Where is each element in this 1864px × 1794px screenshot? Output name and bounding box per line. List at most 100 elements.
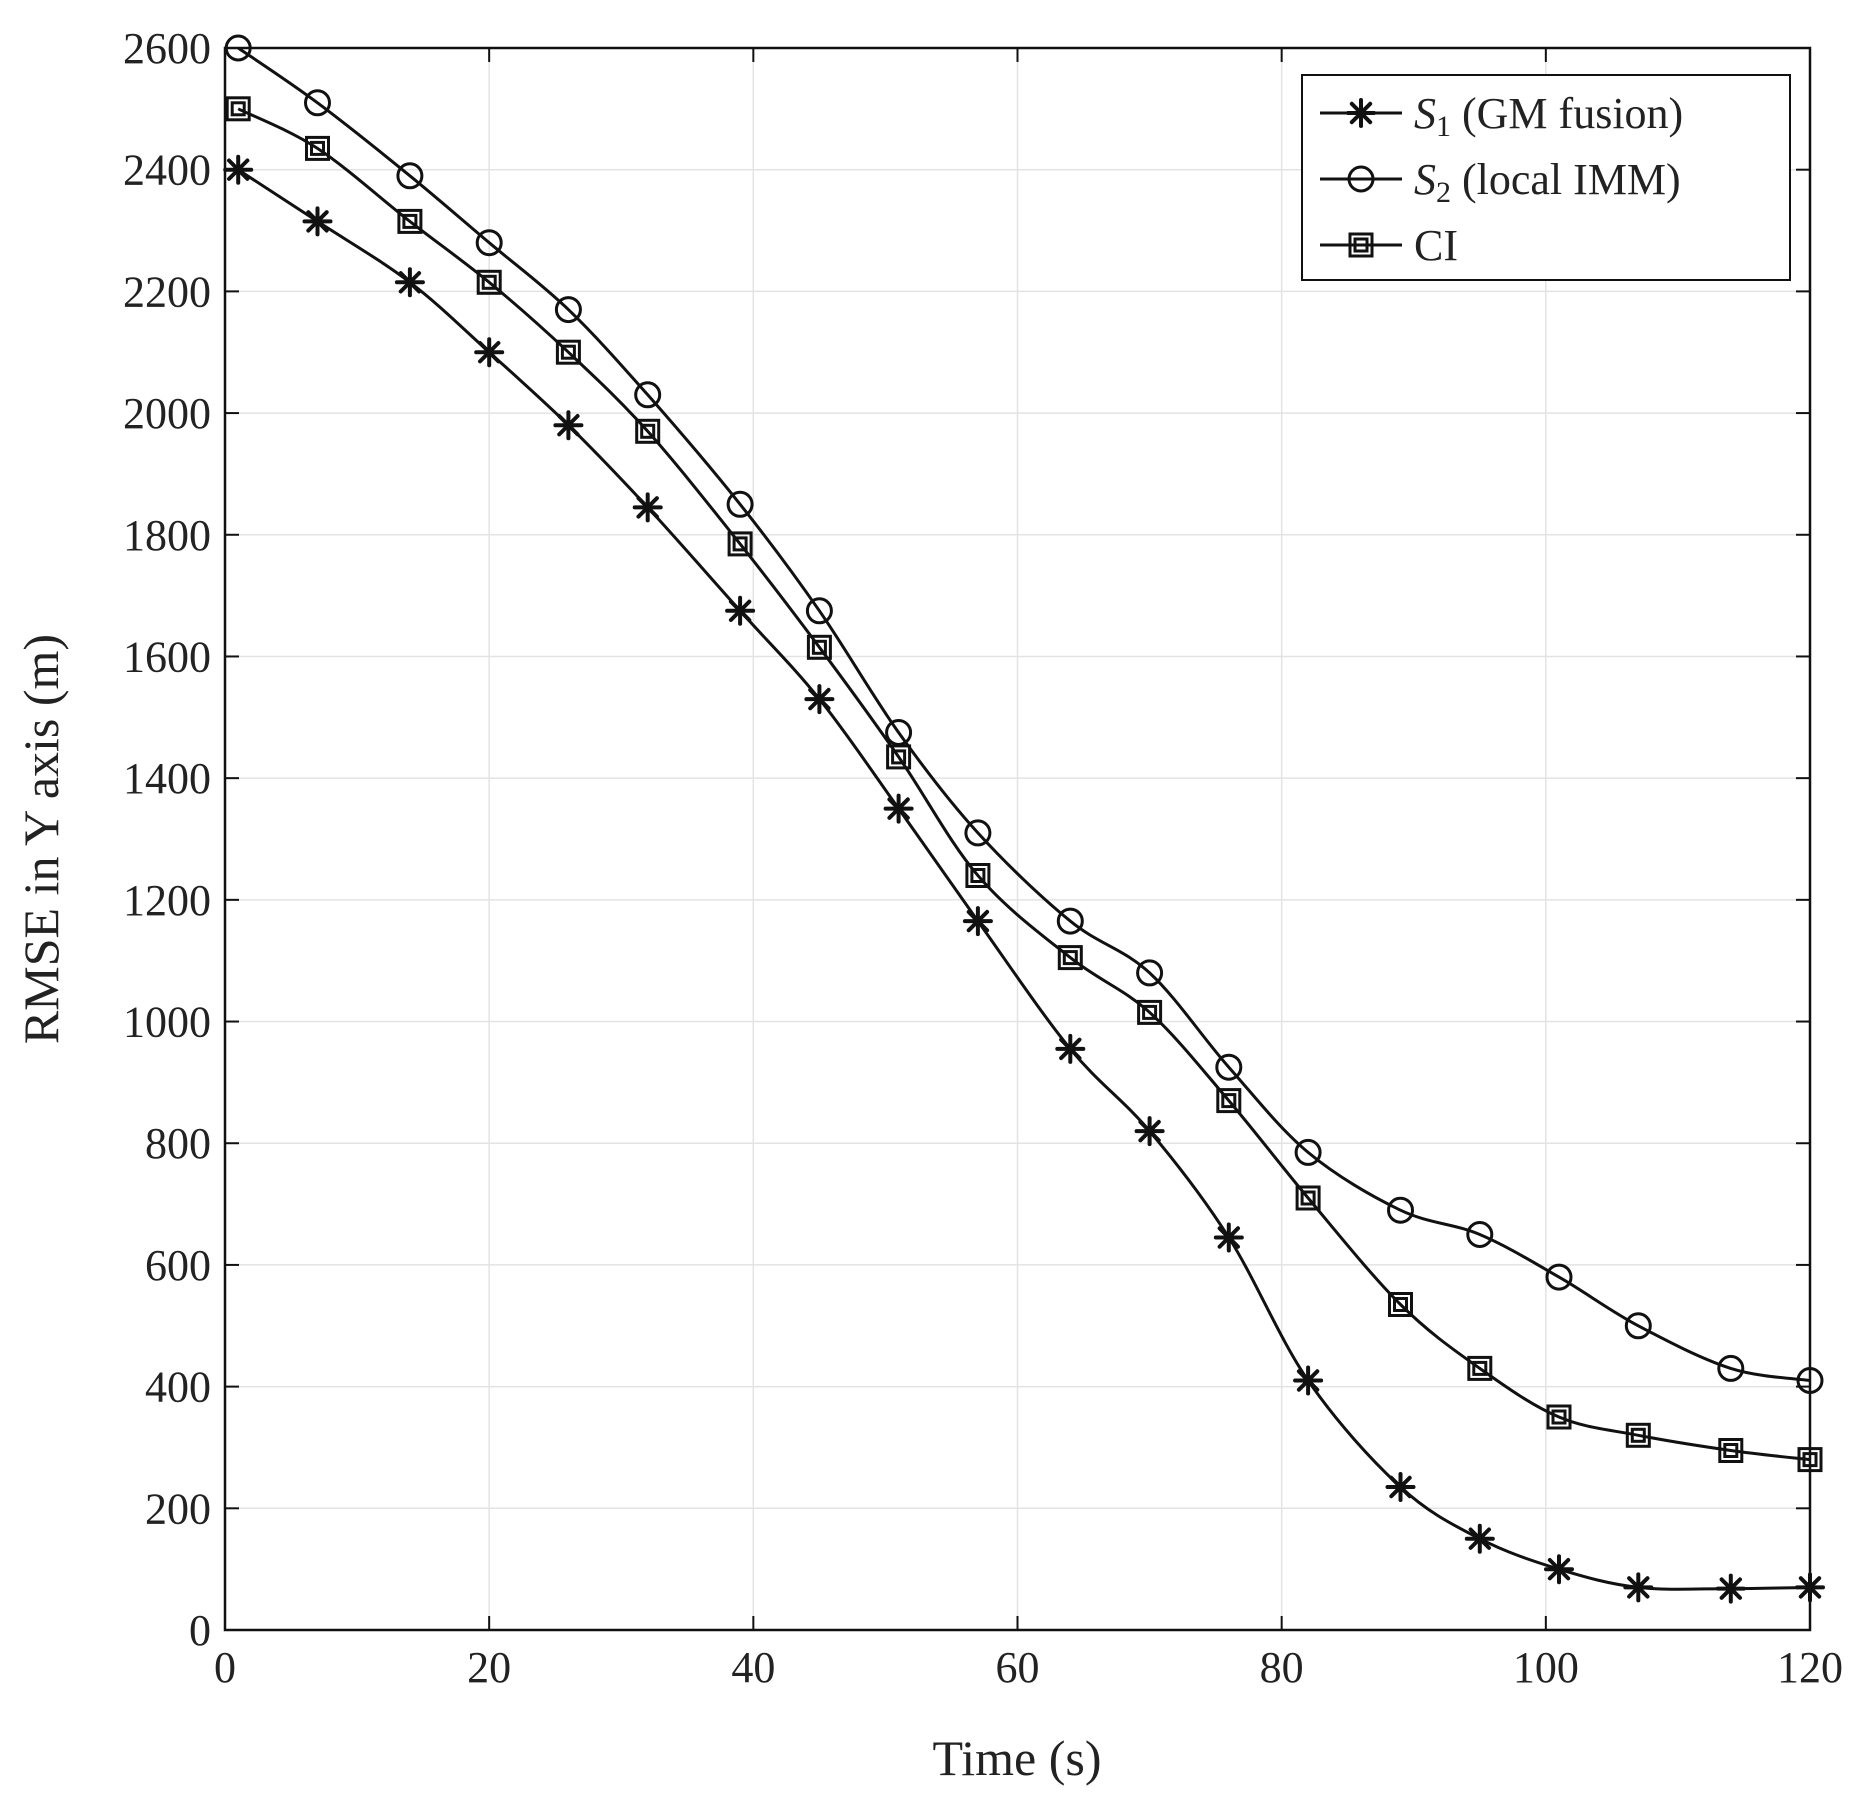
circle-marker-shape: [1387, 1196, 1414, 1224]
square-marker-inner: [640, 423, 656, 439]
data-point-asterisk: [302, 206, 333, 237]
tick-layer: 0 20 40 60 80 100 1200200400600800100012001400…: [123, 24, 1843, 1692]
square-marker-outer: [225, 96, 251, 122]
square-marker-outer: [1057, 945, 1083, 971]
asterisk-marker-stroke: [1627, 1576, 1650, 1599]
y-tick-label: 1200: [123, 876, 211, 925]
y-tick-label: 1600: [123, 632, 211, 681]
square-marker-inner: [1393, 1297, 1408, 1312]
legend-marker: [1347, 165, 1375, 193]
asterisk-marker-stroke: [1468, 1527, 1491, 1550]
legend-label: S1 (GM fusion): [1414, 89, 1683, 143]
legend-label-rest: (GM fusion): [1451, 89, 1683, 138]
legend-label-subscript: 2: [1436, 176, 1451, 209]
data-point-circle: [475, 229, 503, 257]
data-point-square: [1137, 999, 1163, 1025]
circle-marker-shape: [396, 162, 424, 190]
x-tick-label: 60: [996, 1643, 1040, 1692]
square-marker-inner: [402, 213, 418, 229]
series-asterisk: [223, 154, 1825, 1604]
y-tick-label: 2600: [123, 24, 211, 73]
asterisk-marker-stroke: [1059, 1037, 1082, 1061]
data-point-circle: [554, 296, 582, 324]
grid-lines: [224, 47, 1811, 1631]
asterisk-marker-stroke: [1349, 101, 1373, 125]
square-marker-outer: [305, 135, 330, 161]
y-tick-label: 400: [145, 1363, 211, 1412]
data-point-circle: [1056, 907, 1084, 935]
series-line-circle: [237, 46, 1811, 1382]
data-point-square: [635, 418, 661, 444]
data-point-square: [1216, 1088, 1242, 1114]
asterisk-marker-stroke: [306, 210, 329, 233]
data-point-circle: [964, 819, 992, 847]
square-marker-outer: [476, 269, 502, 295]
data-point-circle: [396, 162, 424, 190]
data-point-circle: [805, 597, 833, 625]
data-point-asterisk: [962, 906, 993, 937]
y-tick-label: 1800: [123, 511, 211, 560]
asterisk-marker-stroke: [1389, 1475, 1412, 1499]
square-marker-outer: [555, 339, 581, 365]
square-marker-inner: [310, 140, 325, 156]
data-point-circle: [1545, 1263, 1573, 1291]
data-point-square: [1546, 1404, 1572, 1430]
legend-label-subscript: 1: [1436, 110, 1451, 143]
data-point-square: [555, 339, 581, 365]
data-point-asterisk: [1293, 1365, 1324, 1396]
circle-marker-shape: [805, 597, 833, 625]
data-point-square: [305, 135, 330, 161]
y-tick-label: 2200: [123, 267, 211, 316]
asterisk-marker-stroke: [1296, 1369, 1320, 1392]
square-marker-inner: [560, 344, 576, 360]
data-point-square: [476, 269, 502, 295]
legend: S1 (GM fusion) S2 (local IMM) CI: [1301, 74, 1791, 281]
data-point-square: [1388, 1292, 1413, 1317]
asterisk-marker-stroke: [808, 687, 831, 711]
data-point-square: [1295, 1185, 1321, 1211]
data-point-asterisk: [1623, 1572, 1654, 1603]
circle-marker-shape: [726, 490, 754, 518]
x-tick-label: 120: [1777, 1643, 1843, 1692]
square-marker-inner: [1723, 1443, 1739, 1458]
square-marker-outer: [1718, 1438, 1744, 1463]
circle-marker-shape: [634, 381, 662, 409]
legend-marker: [1348, 232, 1374, 258]
series-square: [225, 96, 1823, 1473]
square-marker-outer: [1467, 1355, 1493, 1381]
data-point-asterisk: [1385, 1472, 1416, 1502]
legend-label: S2 (local IMM): [1414, 155, 1681, 209]
square-marker-inner: [970, 868, 986, 883]
circle-marker-shape: [1056, 907, 1084, 935]
data-point-circle: [304, 89, 331, 117]
legend-label-main: S: [1414, 155, 1436, 204]
data-point-asterisk: [883, 793, 914, 824]
data-point-square: [1625, 1422, 1651, 1448]
circle-marker-shape: [1215, 1053, 1243, 1081]
data-point-square: [806, 634, 832, 660]
data-point-asterisk: [1213, 1222, 1244, 1253]
y-tick-label: 0: [189, 1606, 211, 1655]
y-tick-label: 1000: [123, 998, 211, 1047]
data-point-square: [965, 863, 991, 888]
legend-item-square: CI: [1320, 221, 1458, 270]
circle-marker-shape: [1624, 1312, 1652, 1340]
y-tick-label: 2400: [123, 146, 211, 195]
data-point-circle: [634, 381, 662, 409]
y-tick-label: 2000: [123, 389, 211, 438]
legend-label: CI: [1414, 221, 1458, 270]
x-tick-label: 100: [1513, 1643, 1579, 1692]
square-marker-outer: [1348, 232, 1374, 258]
data-point-asterisk: [1464, 1523, 1495, 1554]
data-point-circle: [726, 490, 754, 518]
legend-marker: [1346, 98, 1376, 128]
data-point-asterisk: [394, 267, 425, 298]
x-tick-label: 20: [467, 1643, 511, 1692]
square-marker-outer: [727, 531, 753, 557]
legend-label-main: CI: [1414, 221, 1458, 270]
square-marker-outer: [1295, 1185, 1321, 1211]
data-point-asterisk: [632, 492, 663, 523]
square-marker-inner: [811, 639, 827, 655]
y-tick-label: 600: [145, 1241, 211, 1290]
y-tick-label: 200: [145, 1484, 211, 1533]
